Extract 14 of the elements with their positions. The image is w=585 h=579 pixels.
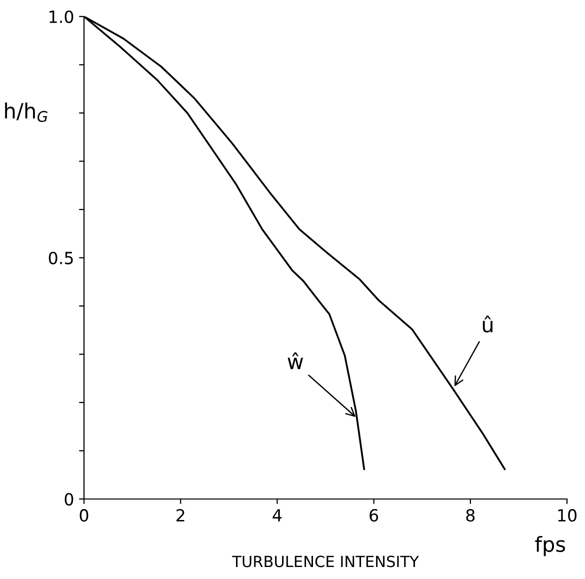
- y-tick-label: 1.0: [50, 10, 74, 24]
- annotation: û: [482, 316, 492, 333]
- x-tick-label: 0: [80, 509, 88, 522]
- annotation: ŵ: [288, 352, 304, 370]
- x-tick-label: 2: [176, 509, 184, 522]
- y-axis-title: h/h$_{G}$: [5, 102, 48, 122]
- text: fps: [535, 536, 566, 556]
- y-tick-label: 0.5: [48, 252, 73, 264]
- y-tick-label: 0: [64, 492, 74, 506]
- x-tick-label: 6: [370, 509, 378, 522]
- x-tick-label: 10: [558, 509, 576, 522]
- x-tick-label: 4: [272, 509, 282, 522]
- x-tick-label: 8: [466, 509, 475, 522]
- x-axis-title: TURBULENCE INTENSITY: [232, 556, 419, 568]
